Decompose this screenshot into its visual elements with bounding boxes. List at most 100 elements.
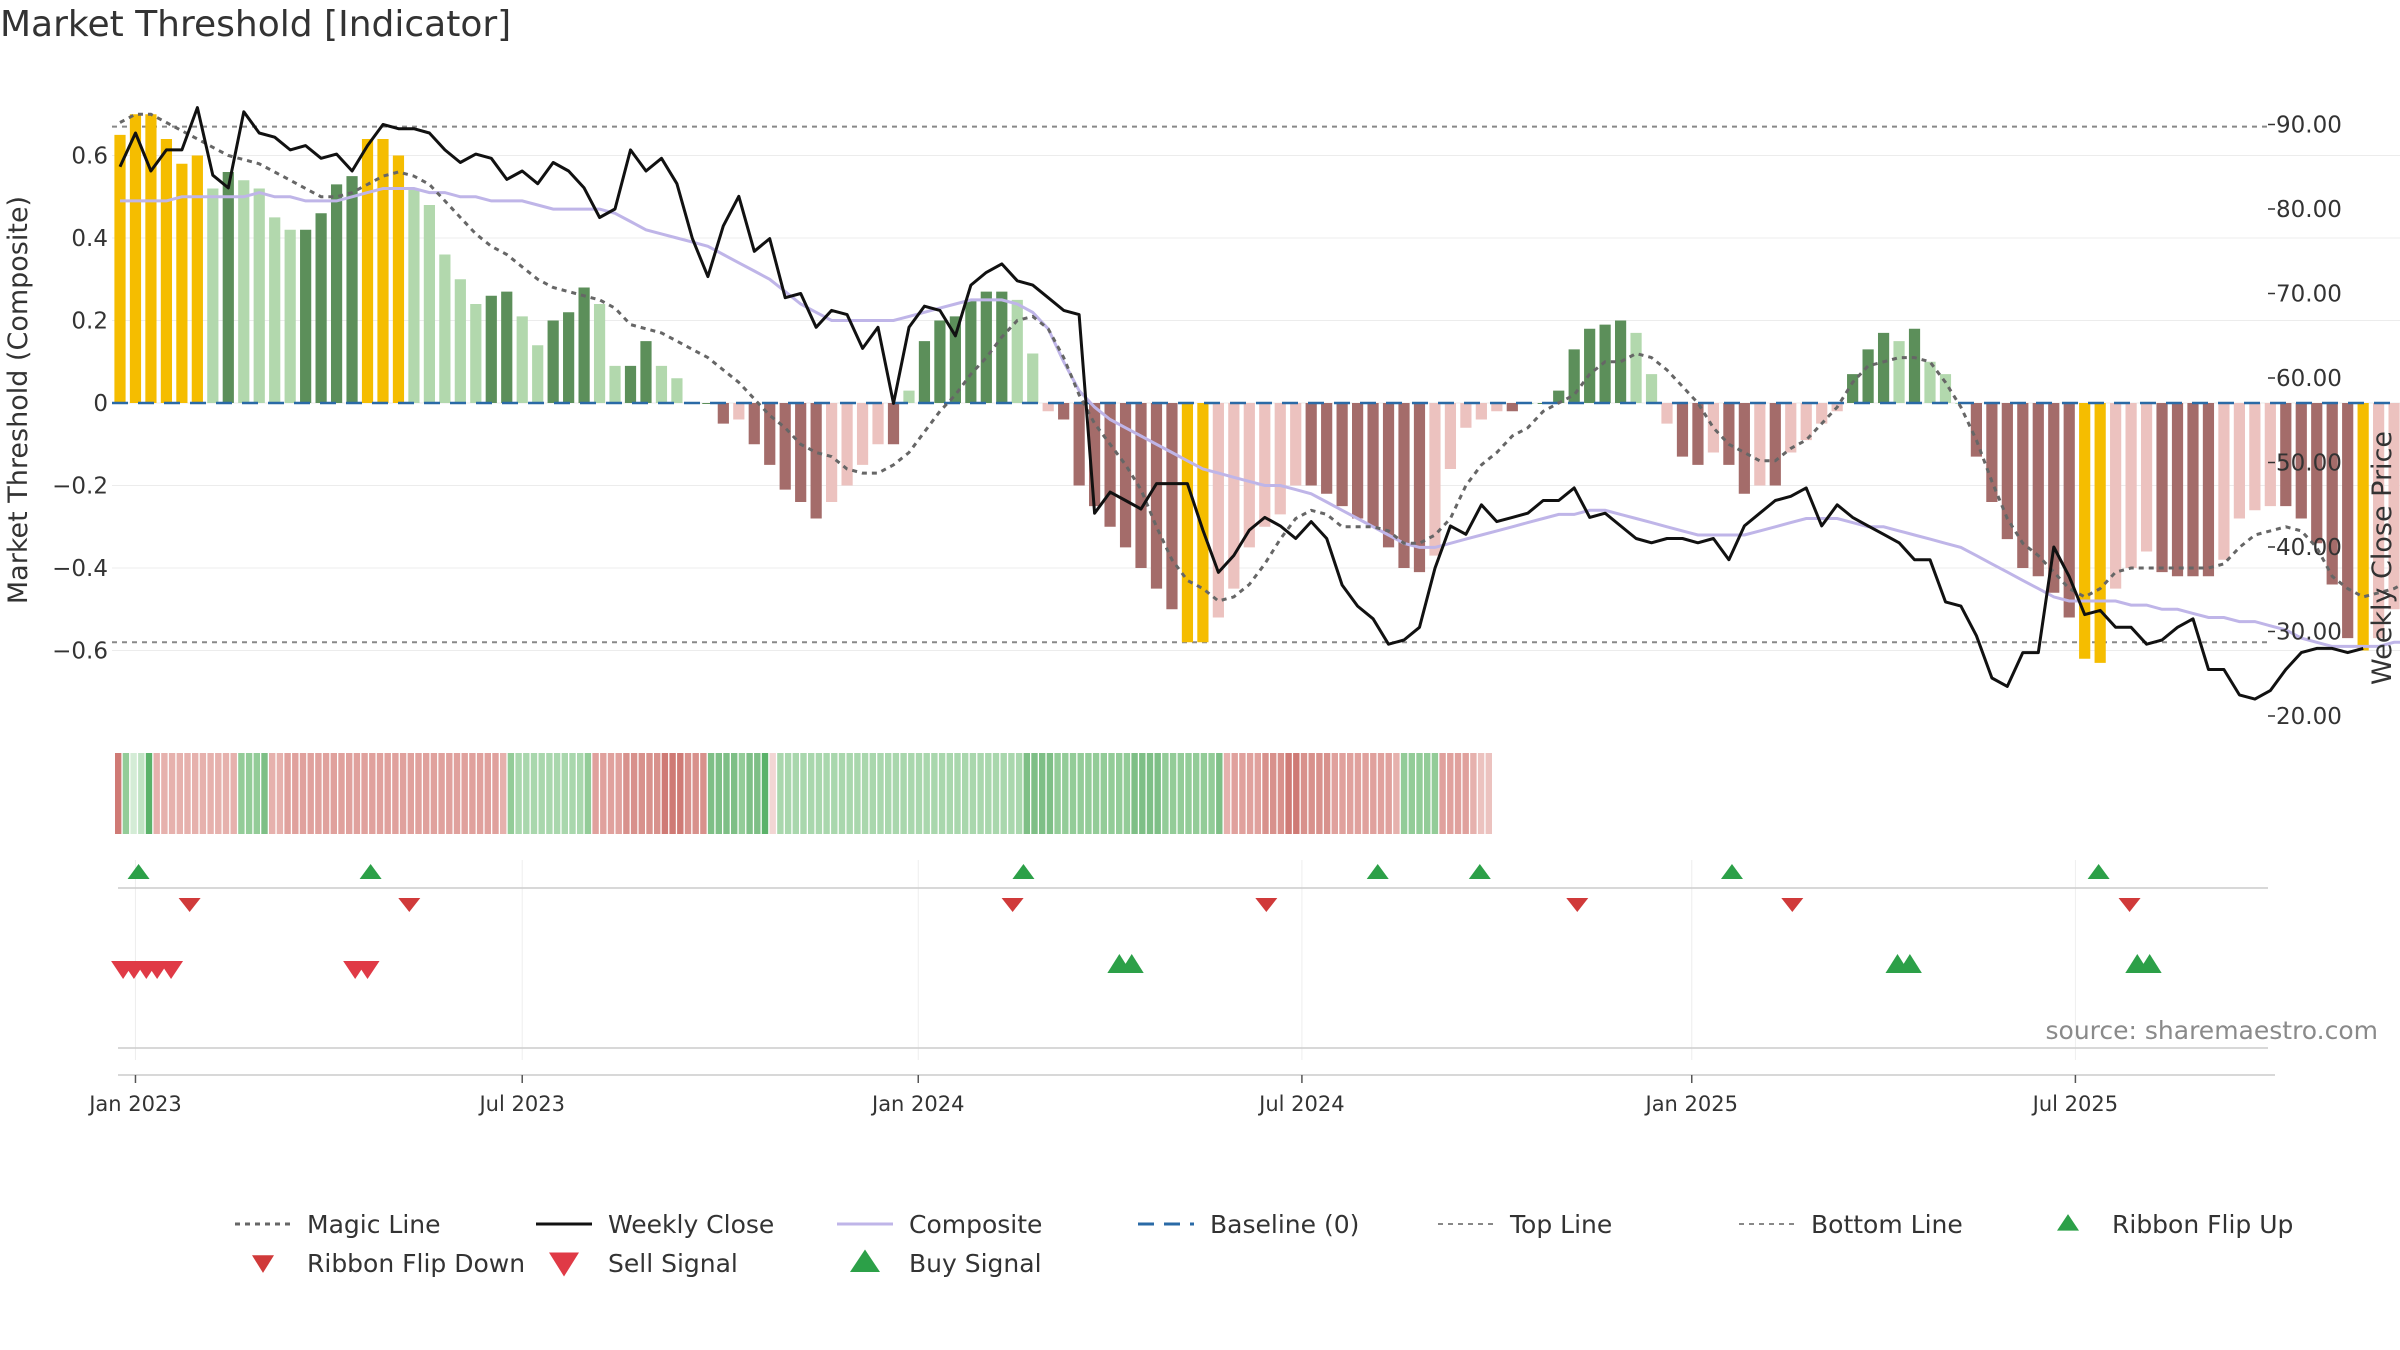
composite-bar: [2001, 403, 2013, 540]
ribbon-cell: [1408, 753, 1415, 834]
ribbon-flip-down-marker: [1781, 898, 1804, 912]
left-tick-label: 0.2: [71, 309, 108, 335]
composite-bar: [1197, 403, 1209, 643]
x-tick-label: Jan 2025: [1644, 1092, 1739, 1116]
ribbon-cell: [1254, 753, 1261, 834]
ribbon-cell: [715, 753, 722, 834]
ribbon-cell: [384, 753, 391, 834]
composite-bar: [1924, 361, 1936, 403]
composite-bar: [114, 134, 126, 403]
composite-bar: [1382, 403, 1395, 548]
composite-bar: [1104, 403, 1116, 527]
right-tick-label: 40.00: [2276, 535, 2342, 561]
ribbon-cell: [654, 753, 661, 834]
ribbon-cell: [145, 753, 153, 834]
composite-bar: [2326, 403, 2338, 585]
ribbon-cell: [854, 753, 861, 834]
ribbon-cell: [353, 753, 361, 834]
composite-bar: [748, 403, 760, 445]
composite-bar: [841, 403, 853, 486]
ribbon-cell: [1400, 753, 1408, 834]
composite-bar: [1089, 403, 1101, 507]
right-tick-label: 50.00: [2276, 451, 2342, 477]
composite-bar: [423, 205, 435, 403]
ribbon-cell: [1331, 753, 1338, 834]
ribbon-cell: [1293, 753, 1300, 834]
ribbon-cell: [307, 753, 314, 834]
ribbon-cell: [846, 753, 853, 834]
ribbon-flip-down-marker: [2118, 898, 2141, 912]
composite-bar: [1290, 403, 1302, 486]
composite-bar: [485, 295, 497, 403]
ribbon-cell: [669, 753, 676, 834]
composite-bar: [129, 114, 142, 403]
ribbon-cell: [1439, 753, 1446, 834]
ribbon-cell: [1370, 753, 1377, 834]
ribbon-cell: [122, 753, 130, 834]
ribbon-cell: [1393, 753, 1400, 834]
ribbon-cell: [1385, 753, 1392, 834]
ribbon-cell: [1177, 753, 1184, 834]
ribbon-cell: [1054, 753, 1061, 834]
composite-bar: [593, 304, 606, 403]
composite-bar: [2094, 403, 2106, 663]
ribbon-flip-down-marker: [1566, 898, 1589, 912]
source-note: source: sharemaestro.com: [2046, 1016, 2379, 1045]
ribbon-cell: [1123, 753, 1131, 834]
legend: Magic Line Weekly Close Composite Baseline …: [235, 1210, 2293, 1278]
composite-bar: [2342, 403, 2354, 639]
legend-label: Bottom Line: [1811, 1210, 1963, 1239]
ribbon-cell: [500, 753, 507, 834]
composite-bar: [609, 365, 621, 403]
legend-label: Baseline (0): [1210, 1210, 1359, 1239]
ribbon-cell: [1200, 753, 1208, 834]
composite-bar: [1769, 403, 1781, 486]
ribbon-cell: [838, 753, 846, 834]
ribbon-cell: [1154, 753, 1161, 834]
composite-bar: [2218, 403, 2230, 560]
ribbon-cell: [831, 753, 838, 834]
legend-label: Sell Signal: [608, 1249, 738, 1278]
composite-bar: [2280, 403, 2292, 507]
ribbon-cell: [738, 753, 746, 834]
ribbon-cell: [723, 753, 730, 834]
ribbon-cell: [184, 753, 191, 834]
ribbon-cell: [1116, 753, 1123, 834]
composite-bar: [934, 320, 946, 403]
composite-bar: [238, 180, 250, 403]
composite-bar: [1259, 403, 1271, 527]
composite-bar: [408, 188, 420, 403]
ribbon-flip-down-marker: [398, 898, 421, 912]
composite-bar: [887, 403, 900, 445]
ribbon-cell: [438, 753, 445, 834]
composite-bar: [996, 291, 1008, 403]
legend-label: Buy Signal: [909, 1249, 1042, 1278]
ribbon-cell: [808, 753, 815, 834]
composite-bar: [1754, 403, 1766, 486]
ribbon-cell: [1316, 753, 1323, 834]
ribbon-cell: [946, 753, 953, 834]
ribbon-cell: [253, 753, 260, 834]
signal-panel: [111, 954, 2268, 1049]
ribbon-cell: [1015, 753, 1023, 834]
x-tick-label: Jul 2024: [1257, 1092, 1344, 1116]
composite-bar: [1119, 403, 1132, 548]
ribbon-cell: [630, 753, 638, 834]
composite-bar: [2110, 403, 2122, 589]
chart-title: Market Threshold [Indicator]: [0, 4, 512, 45]
ribbon-cell: [476, 753, 484, 834]
ribbon-cell: [692, 753, 699, 834]
left-axis-label: Market Threshold (Composite): [3, 196, 34, 604]
composite-bar: [2388, 403, 2400, 610]
composite-bar: [1058, 403, 1070, 420]
composite-bar: [1398, 403, 1410, 568]
ribbon-cell: [707, 753, 715, 834]
composite-bar: [1027, 353, 1039, 403]
x-tick-label: Jul 2025: [2031, 1092, 2118, 1116]
ribbon-cell: [600, 753, 607, 834]
ribbon-cell: [238, 753, 245, 834]
composite-bar: [2357, 403, 2369, 651]
composite-bar: [1321, 403, 1333, 494]
ribbon-cell: [1146, 753, 1154, 834]
